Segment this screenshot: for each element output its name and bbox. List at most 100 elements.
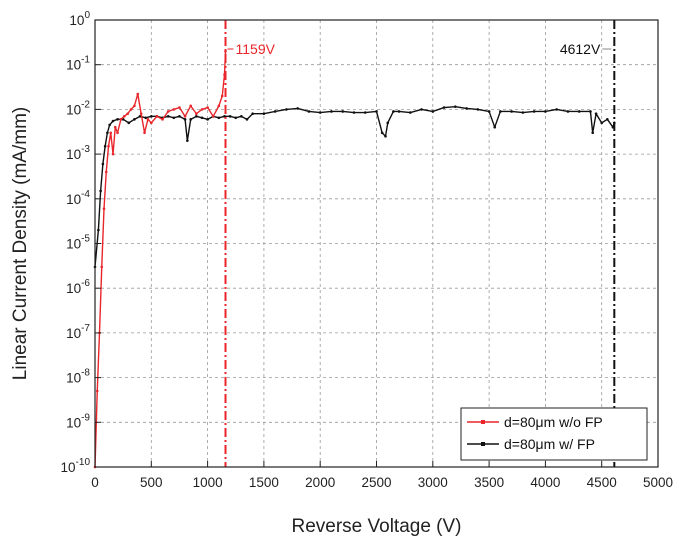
data-point-1 [228,115,232,118]
y-tick-label: 10-6 [66,278,90,296]
data-point-1 [285,108,288,111]
data-point-0 [146,118,150,121]
data-point-1 [454,105,457,108]
y-tick-label: 10-9 [66,412,90,430]
data-point-1 [589,110,592,113]
data-point-1 [318,111,322,114]
x-tick-label: 0 [91,475,99,490]
data-point-1 [106,131,109,135]
y-tick-label: 10-5 [66,234,90,252]
data-point-1 [577,110,581,113]
data-point-1 [296,107,299,110]
x-tick-label: 1000 [193,475,223,490]
data-point-1 [234,116,238,120]
data-point-0 [178,106,181,109]
data-point-1 [166,115,170,118]
axis-ticks [94,19,659,468]
data-point-1 [150,115,153,118]
data-point-1 [493,125,497,129]
data-point-1 [521,111,525,114]
data-point-1 [108,123,111,127]
breakdown-label: 1159V [236,41,276,57]
data-point-0 [133,104,136,108]
grid-lines [95,20,658,467]
data-point-1 [111,119,115,123]
data-point-0 [155,115,159,118]
data-point-0 [109,131,113,135]
data-point-1 [133,118,136,121]
data-point-1 [240,115,243,118]
data-point-1 [510,110,513,113]
data-point-0 [183,115,187,118]
data-point-1 [103,144,107,148]
data-point-1 [375,110,378,113]
data-point-0 [189,104,193,108]
data-point-0 [122,115,126,118]
data-point-1 [245,118,249,121]
data-point-1 [499,110,502,113]
legend: d=80μm w/o FP d=80μm w/ FP [460,407,648,461]
legend-marker-with-fp [481,442,485,446]
data-point-1 [465,107,468,110]
data-point-1 [206,118,209,121]
data-point-0 [220,94,224,98]
data-point-1 [392,110,395,113]
data-point-1 [116,118,119,121]
data-point-0 [95,389,99,393]
x-tick-label: 2500 [361,475,391,490]
data-point-1 [101,162,105,166]
data-point-1 [330,110,333,113]
legend-label-with-fp: d=80μm w/ FP [504,436,595,452]
data-point-0 [119,118,123,121]
x-tick-label: 2000 [305,475,335,490]
data-point-1 [408,111,412,114]
data-point-0 [211,115,215,118]
x-axis-title: Reverse Voltage (V) [291,516,461,537]
data-point-0 [100,265,104,269]
data-point-0 [107,144,110,148]
data-point-0 [129,108,133,111]
data-point-1 [532,110,536,113]
data-point-1 [487,110,491,113]
data-point-1 [555,108,558,111]
data-point-1 [99,189,102,193]
data-point-1 [144,116,147,120]
data-point-1 [594,112,598,116]
data-point-1 [380,131,384,135]
y-tick-label: 10-3 [66,144,90,162]
x-tick-label: 4000 [530,475,560,490]
y-tick-label: 10-1 [66,55,90,73]
breakdown-label: 4612V [560,41,601,57]
data-point-1 [178,115,181,118]
data-point-1 [352,111,356,114]
y-tick-label: 10-7 [66,323,90,341]
data-point-1 [591,131,594,135]
data-point-0 [116,131,119,135]
data-point-1 [217,116,221,120]
x-tick-label: 3000 [418,475,448,490]
data-point-1 [600,121,603,125]
y-tick-label: 100 [69,10,90,28]
y-tick-label: 10-10 [61,457,91,475]
data-point-1 [186,139,189,142]
data-point-0 [195,112,198,116]
data-point-0 [126,112,129,116]
data-point-1 [384,135,387,138]
data-point-1 [386,121,390,125]
x-tick-label: 500 [140,475,163,490]
x-tick-label: 3500 [474,475,504,490]
data-point-1 [138,115,142,118]
y-tick-label: 10-2 [66,99,90,117]
y-tick-label: 10-8 [66,368,90,386]
data-point-1 [566,110,570,113]
y-tick-label: 10-4 [66,189,90,207]
data-point-1 [606,118,609,121]
x-tick-label: 1500 [249,475,279,490]
data-point-1 [397,110,401,113]
legend-box [460,407,648,461]
data-point-0 [102,207,106,211]
data-point-0 [172,108,176,111]
data-point-0 [139,112,143,116]
data-point-0 [206,106,209,109]
